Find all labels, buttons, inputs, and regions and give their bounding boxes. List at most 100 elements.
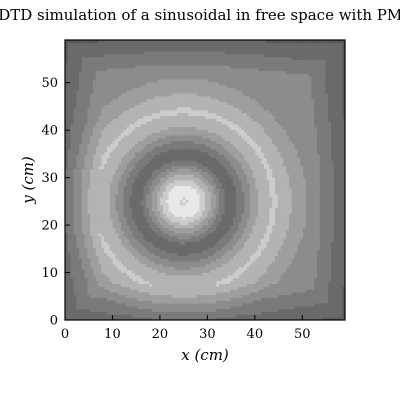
contour-cell — [317, 252, 321, 256]
contour-cell — [221, 210, 225, 214]
contour-cell — [104, 205, 108, 209]
contour-cell — [280, 280, 284, 284]
contour-cell — [191, 306, 195, 310]
contour-cell — [168, 264, 172, 268]
contour-cell — [308, 227, 312, 231]
contour-cell — [90, 241, 94, 245]
contour-cell — [163, 236, 167, 240]
contour-cell — [135, 222, 139, 226]
contour-cell — [300, 196, 304, 200]
contour-cell — [154, 306, 158, 310]
contour-cell — [289, 314, 293, 318]
contour-cell — [311, 202, 315, 206]
contour-cell — [193, 258, 197, 262]
contour-cell — [300, 294, 304, 298]
contour-cell — [104, 188, 108, 192]
contour-cell — [163, 264, 167, 268]
contour-cell — [163, 283, 167, 287]
contour-cell — [185, 185, 189, 189]
contour-cell — [137, 194, 141, 198]
contour-cell — [269, 258, 273, 262]
contour-cell — [123, 244, 127, 248]
contour-cell — [235, 208, 239, 212]
contour-cell — [171, 194, 175, 198]
contour-cell — [182, 283, 186, 287]
contour-cell — [317, 314, 321, 318]
contour-cell — [146, 191, 150, 195]
contour-cell — [160, 300, 164, 304]
contour-cell — [241, 286, 245, 290]
contour-cell — [252, 238, 256, 242]
contour-cell — [275, 185, 279, 189]
contour-cell — [140, 185, 144, 189]
contour-cell — [311, 191, 315, 195]
contour-cell — [308, 306, 312, 310]
contour-cell — [305, 233, 309, 237]
contour-cell — [255, 202, 259, 206]
contour-cell — [126, 180, 130, 184]
contour-cell — [140, 258, 144, 262]
contour-cell — [272, 216, 276, 220]
contour-cell — [219, 252, 223, 256]
contour-cell — [67, 278, 71, 282]
contour-cell — [291, 317, 295, 320]
contour-cell — [235, 269, 239, 273]
contour-cell — [280, 191, 284, 195]
contour-cell — [336, 297, 340, 301]
contour-cell — [272, 266, 276, 270]
contour-cell — [81, 224, 85, 228]
contour-cell — [177, 289, 181, 293]
contour-cell — [286, 311, 290, 315]
contour-cell — [129, 205, 133, 209]
contour-cell — [339, 306, 343, 310]
contour-cell — [98, 188, 102, 192]
contour-cell — [258, 308, 262, 312]
contour-cell — [87, 185, 91, 189]
contour-cell — [269, 180, 273, 184]
contour-cell — [205, 317, 209, 320]
contour-cell — [255, 252, 259, 256]
contour-cell — [79, 233, 83, 237]
contour-cell — [146, 238, 150, 242]
contour-cell — [314, 294, 318, 298]
contour-cell — [98, 238, 102, 242]
contour-cell — [317, 317, 321, 320]
contour-cell — [300, 308, 304, 312]
contour-cell — [235, 236, 239, 240]
contour-cell — [67, 261, 71, 265]
contour-cell — [118, 210, 122, 214]
contour-cell — [235, 205, 239, 209]
contour-cell — [90, 289, 94, 293]
contour-cell — [171, 227, 175, 231]
contour-cell — [202, 261, 206, 265]
contour-cell — [135, 311, 139, 315]
contour-cell — [135, 191, 139, 195]
contour-cell — [135, 261, 139, 265]
contour-cell — [121, 213, 125, 217]
contour-cell — [247, 224, 251, 228]
contour-cell — [76, 182, 80, 186]
contour-cell — [319, 216, 323, 220]
contour-cell — [311, 219, 315, 223]
contour-cell — [261, 194, 265, 198]
contour-cell — [339, 280, 343, 284]
contour-cell — [115, 180, 119, 184]
contour-cell — [157, 317, 161, 320]
contour-cell — [121, 250, 125, 254]
contour-cell — [317, 250, 321, 254]
contour-cell — [104, 233, 108, 237]
contour-cell — [235, 258, 239, 262]
contour-cell — [107, 216, 111, 220]
contour-cell — [277, 216, 281, 220]
contour-cell — [336, 216, 340, 220]
contour-cell — [205, 185, 209, 189]
contour-cell — [322, 292, 326, 296]
contour-cell — [319, 252, 323, 256]
contour-cell — [219, 230, 223, 234]
contour-cell — [328, 199, 332, 203]
contour-cell — [191, 244, 195, 248]
contour-cell — [123, 266, 127, 270]
contour-cell — [305, 227, 309, 231]
contour-cell — [199, 213, 203, 217]
contour-cell — [107, 308, 111, 312]
